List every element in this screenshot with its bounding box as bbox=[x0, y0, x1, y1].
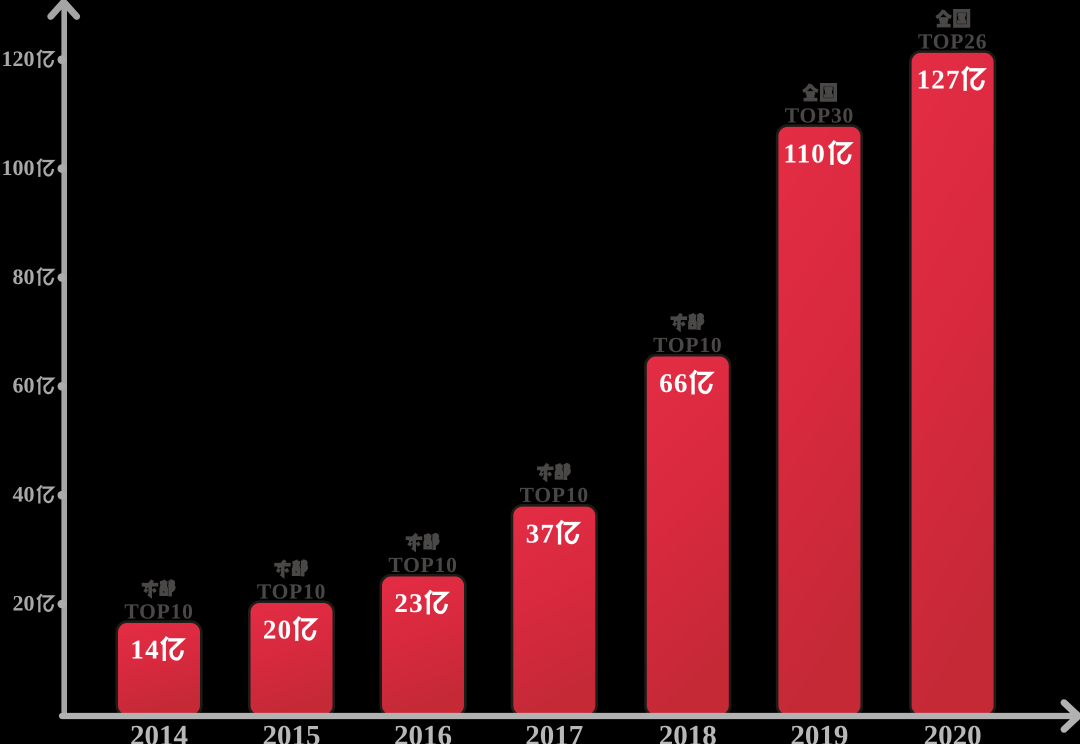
svg-text:TOP26: TOP26 bbox=[918, 29, 987, 53]
svg-text:60: 60 bbox=[13, 373, 35, 398]
svg-text:110: 110 bbox=[783, 139, 826, 169]
svg-text:TOP10: TOP10 bbox=[388, 553, 457, 577]
svg-text:2017: 2017 bbox=[525, 720, 583, 744]
svg-text:TOP30: TOP30 bbox=[785, 103, 854, 127]
svg-text:23: 23 bbox=[394, 588, 423, 618]
svg-text:20: 20 bbox=[263, 615, 292, 645]
svg-text:127: 127 bbox=[917, 65, 961, 95]
svg-text:2016: 2016 bbox=[394, 720, 452, 744]
svg-text:TOP10: TOP10 bbox=[653, 333, 722, 357]
svg-text:100: 100 bbox=[2, 155, 35, 180]
svg-text:TOP10: TOP10 bbox=[257, 580, 326, 604]
svg-text:2019: 2019 bbox=[790, 720, 848, 744]
svg-text:37: 37 bbox=[526, 518, 555, 548]
svg-text:14: 14 bbox=[130, 635, 159, 665]
svg-text:2018: 2018 bbox=[659, 720, 717, 744]
svg-text:2014: 2014 bbox=[130, 720, 188, 744]
svg-text:66: 66 bbox=[659, 368, 688, 398]
svg-text:2015: 2015 bbox=[263, 720, 321, 744]
svg-text:20: 20 bbox=[13, 590, 35, 615]
svg-text:TOP10: TOP10 bbox=[124, 600, 193, 624]
svg-text:120: 120 bbox=[2, 46, 35, 71]
svg-text:40: 40 bbox=[13, 482, 35, 507]
svg-text:2020: 2020 bbox=[924, 720, 982, 744]
svg-text:80: 80 bbox=[13, 264, 35, 289]
svg-text:TOP10: TOP10 bbox=[520, 483, 589, 507]
